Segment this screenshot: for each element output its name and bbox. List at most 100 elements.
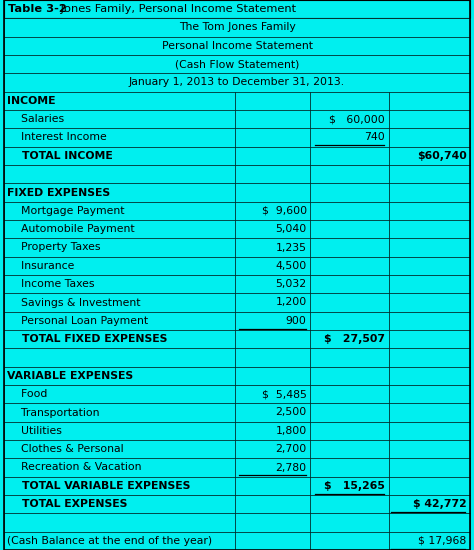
Bar [235,385,310,403]
Text: (Cash Balance at the end of the year): (Cash Balance at the end of the year) [7,536,212,546]
Text: 1,235: 1,235 [276,243,307,252]
Text: Jones Family, Personal Income Statement: Jones Family, Personal Income Statement [57,4,296,14]
Text: TOTAL EXPENSES: TOTAL EXPENSES [7,499,127,509]
Bar [235,257,310,275]
Bar [235,403,310,422]
Bar [4,440,235,458]
Bar [4,495,235,513]
Bar [389,128,470,147]
Bar [310,238,389,257]
Text: Automobile Payment: Automobile Payment [7,224,134,234]
Text: 5,040: 5,040 [275,224,307,234]
Bar [389,422,470,440]
Text: Food: Food [7,389,47,399]
Bar [310,110,389,128]
Text: TOTAL VARIABLE EXPENSES: TOTAL VARIABLE EXPENSES [7,481,190,491]
Text: Personal Income Statement: Personal Income Statement [162,41,312,51]
Bar [235,128,310,147]
Bar [4,275,235,293]
Bar [389,367,470,385]
Bar [389,403,470,422]
Text: Mortgage Payment: Mortgage Payment [7,206,124,216]
Bar [4,18,470,37]
Text: 2,500: 2,500 [275,408,307,417]
Text: $   27,507: $ 27,507 [324,334,385,344]
Text: Salaries: Salaries [7,114,64,124]
Bar [310,165,389,183]
Bar [310,183,389,202]
Text: Transportation: Transportation [7,408,99,417]
Text: 4,500: 4,500 [275,261,307,271]
Bar [389,202,470,220]
Bar [4,330,235,348]
Bar [4,532,235,550]
Text: Interest Income: Interest Income [7,133,106,142]
Bar [4,0,470,18]
Bar [389,440,470,458]
Text: $ 42,772: $ 42,772 [413,499,466,509]
Text: 900: 900 [286,316,307,326]
Bar [235,202,310,220]
Bar [4,385,235,403]
Text: The Tom Jones Family: The Tom Jones Family [179,23,295,32]
Bar [310,330,389,348]
Bar [389,147,470,165]
Bar [310,513,389,532]
Text: Savings & Investment: Savings & Investment [7,298,140,307]
Bar [235,110,310,128]
Bar [389,348,470,367]
Text: Recreation & Vacation: Recreation & Vacation [7,463,141,472]
Bar [389,293,470,312]
Text: Clothes & Personal: Clothes & Personal [7,444,123,454]
Text: Personal Loan Payment: Personal Loan Payment [7,316,148,326]
Bar [4,110,235,128]
Text: $   60,000: $ 60,000 [329,114,385,124]
Bar [310,257,389,275]
Bar [4,220,235,238]
Text: 1,200: 1,200 [275,298,307,307]
Bar [310,293,389,312]
Text: Utilities: Utilities [7,426,62,436]
Bar [4,257,235,275]
Text: 2,780: 2,780 [275,463,307,472]
Bar [235,183,310,202]
Bar [235,367,310,385]
Text: VARIABLE EXPENSES: VARIABLE EXPENSES [7,371,133,381]
Bar [4,513,235,532]
Bar [235,495,310,513]
Bar [310,440,389,458]
Text: $  5,485: $ 5,485 [262,389,307,399]
Bar [4,422,235,440]
Bar [235,165,310,183]
Bar [235,92,310,110]
Text: TOTAL INCOME: TOTAL INCOME [7,151,112,161]
Bar [235,458,310,477]
Text: January 1, 2013 to December 31, 2013.: January 1, 2013 to December 31, 2013. [129,78,345,87]
Bar [4,73,470,92]
Bar [389,110,470,128]
Bar [389,312,470,330]
Text: $ 17,968: $ 17,968 [418,536,466,546]
Bar [4,238,235,257]
Text: 2,700: 2,700 [275,444,307,454]
Bar [310,385,389,403]
Bar [4,92,235,110]
Bar [389,165,470,183]
Text: 740: 740 [364,133,385,142]
Bar [310,495,389,513]
Bar [4,348,235,367]
Bar [389,183,470,202]
Bar [235,477,310,495]
Bar [310,92,389,110]
Bar [310,202,389,220]
Bar [310,348,389,367]
Text: Insurance: Insurance [7,261,74,271]
Bar [4,183,235,202]
Bar [4,128,235,147]
Bar [389,458,470,477]
Text: TOTAL FIXED EXPENSES: TOTAL FIXED EXPENSES [7,334,167,344]
Bar [4,147,235,165]
Bar [389,477,470,495]
Bar [389,275,470,293]
Bar [235,220,310,238]
